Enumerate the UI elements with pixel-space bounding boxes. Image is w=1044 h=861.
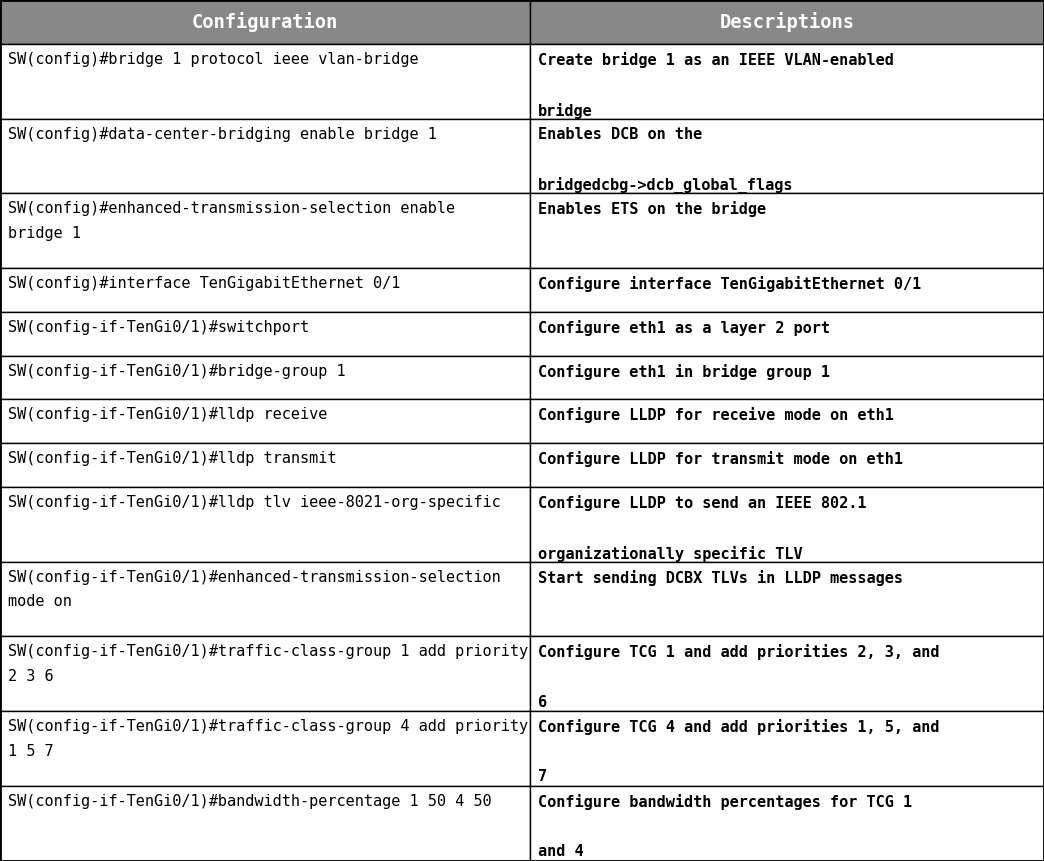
Text: Configure interface TenGigabitEthernet 0/1: Configure interface TenGigabitEthernet 0… <box>539 276 922 292</box>
Bar <box>530 312 1044 356</box>
Text: SW(config-if-TenGi0/1)#bandwidth-percentage 1 50 4 50: SW(config-if-TenGi0/1)#bandwidth-percent… <box>8 794 492 809</box>
Text: SW(config-if-TenGi0/1)#traffic-class-group 1 add priority
2 3 6: SW(config-if-TenGi0/1)#traffic-class-gro… <box>8 644 528 684</box>
Bar <box>0 194 530 269</box>
Bar <box>530 0 1044 44</box>
Text: Configure bandwidth percentages for TCG 1

and 4: Configure bandwidth percentages for TCG … <box>539 794 912 859</box>
Text: Configure LLDP for transmit mode on eth1: Configure LLDP for transmit mode on eth1 <box>539 451 903 467</box>
Bar <box>530 711 1044 786</box>
Bar <box>530 486 1044 561</box>
Text: Configure eth1 in bridge group 1: Configure eth1 in bridge group 1 <box>539 363 830 380</box>
Bar <box>0 486 530 561</box>
Text: Enables ETS on the bridge: Enables ETS on the bridge <box>539 201 766 218</box>
Bar <box>0 44 530 119</box>
Text: Configure TCG 4 and add priorities 1, 5, and

7: Configure TCG 4 and add priorities 1, 5,… <box>539 719 940 784</box>
Bar <box>0 443 530 486</box>
Text: Enables DCB on the

bridgedcbg->dcb_global_flags: Enables DCB on the bridgedcbg->dcb_globa… <box>539 127 793 194</box>
Text: SW(config)#interface TenGigabitEthernet 0/1: SW(config)#interface TenGigabitEthernet … <box>8 276 401 291</box>
Bar <box>0 269 530 312</box>
Bar <box>530 194 1044 269</box>
Text: Configuration: Configuration <box>192 12 338 32</box>
Bar <box>0 561 530 636</box>
Bar <box>530 636 1044 711</box>
Text: SW(config-if-TenGi0/1)#traffic-class-group 4 add priority
1 5 7: SW(config-if-TenGi0/1)#traffic-class-gro… <box>8 719 528 759</box>
Bar <box>530 44 1044 119</box>
Bar <box>530 269 1044 312</box>
Text: Create bridge 1 as an IEEE VLAN-enabled

bridge: Create bridge 1 as an IEEE VLAN-enabled … <box>539 52 895 119</box>
Text: SW(config)#data-center-bridging enable bridge 1: SW(config)#data-center-bridging enable b… <box>8 127 436 141</box>
Text: Configure LLDP to send an IEEE 802.1

organizationally specific TLV: Configure LLDP to send an IEEE 802.1 org… <box>539 495 867 561</box>
Text: SW(config-if-TenGi0/1)#switchport: SW(config-if-TenGi0/1)#switchport <box>8 320 309 335</box>
Text: Start sending DCBX TLVs in LLDP messages: Start sending DCBX TLVs in LLDP messages <box>539 569 903 585</box>
Bar <box>0 636 530 711</box>
Text: SW(config)#bridge 1 protocol ieee vlan-bridge: SW(config)#bridge 1 protocol ieee vlan-b… <box>8 52 419 66</box>
Bar <box>530 561 1044 636</box>
Bar <box>0 400 530 443</box>
Text: SW(config-if-TenGi0/1)#enhanced-transmission-selection
mode on: SW(config-if-TenGi0/1)#enhanced-transmis… <box>8 569 501 609</box>
Text: SW(config-if-TenGi0/1)#lldp receive: SW(config-if-TenGi0/1)#lldp receive <box>8 407 328 422</box>
Bar <box>0 356 530 400</box>
Text: Descriptions: Descriptions <box>719 12 855 32</box>
Text: SW(config-if-TenGi0/1)#lldp tlv ieee-8021-org-specific: SW(config-if-TenGi0/1)#lldp tlv ieee-802… <box>8 495 501 510</box>
Text: SW(config-if-TenGi0/1)#lldp transmit: SW(config-if-TenGi0/1)#lldp transmit <box>8 451 336 466</box>
Bar <box>0 711 530 786</box>
Text: Configure eth1 as a layer 2 port: Configure eth1 as a layer 2 port <box>539 320 830 336</box>
Bar <box>530 443 1044 486</box>
Bar <box>0 312 530 356</box>
Bar <box>0 119 530 194</box>
Bar <box>530 786 1044 861</box>
Bar <box>530 119 1044 194</box>
Text: SW(config)#enhanced-transmission-selection enable
bridge 1: SW(config)#enhanced-transmission-selecti… <box>8 201 455 241</box>
Text: SW(config-if-TenGi0/1)#bridge-group 1: SW(config-if-TenGi0/1)#bridge-group 1 <box>8 363 346 379</box>
Bar <box>530 356 1044 400</box>
Bar <box>0 786 530 861</box>
Text: Configure LLDP for receive mode on eth1: Configure LLDP for receive mode on eth1 <box>539 407 895 424</box>
Text: Configure TCG 1 and add priorities 2, 3, and

6: Configure TCG 1 and add priorities 2, 3,… <box>539 644 940 709</box>
Bar <box>530 400 1044 443</box>
Bar <box>0 0 530 44</box>
